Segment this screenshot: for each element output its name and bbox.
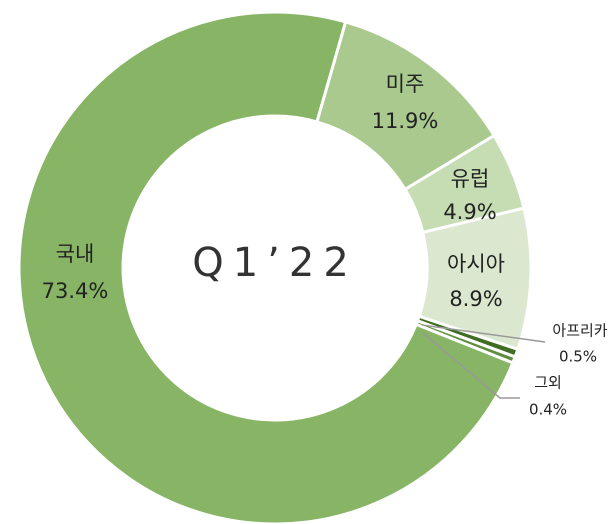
leader-line — [422, 332, 520, 399]
donut-slice — [17, 10, 515, 524]
leader-line — [421, 324, 546, 343]
slice-name: 그외 — [534, 374, 562, 392]
slice-value: 4.9% — [443, 200, 496, 224]
slice-name: 유럽 — [451, 167, 490, 191]
slice-name: 아시아 — [447, 252, 505, 276]
slice-value: 0.5% — [559, 348, 597, 366]
slice-value: 8.9% — [449, 287, 502, 311]
center-label: Q1’22 — [192, 240, 358, 286]
slice-name: 국내 — [56, 242, 95, 266]
slice-value: 0.4% — [529, 401, 567, 419]
slice-value: 73.4% — [42, 279, 109, 303]
slice-value: 11.9% — [372, 109, 439, 133]
slice-name: 미주 — [386, 72, 425, 96]
slice-name: 아프리카 — [552, 322, 607, 340]
